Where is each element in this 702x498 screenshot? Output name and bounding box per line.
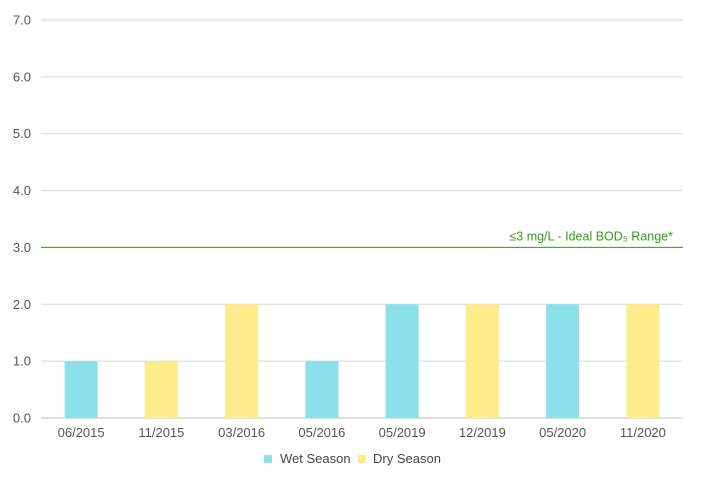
x-tick-label: 05/2019 xyxy=(379,425,426,440)
bar xyxy=(144,361,178,418)
legend-label-dry-season: Dry Season xyxy=(373,451,441,466)
reference-line-label: ≤3 mg/L - Ideal BOD₅ Range* xyxy=(509,229,673,243)
bar xyxy=(626,304,660,418)
bar xyxy=(305,361,339,418)
reference-line-group: ≤3 mg/L - Ideal BOD₅ Range* xyxy=(41,229,683,248)
x-tick-label: 11/2015 xyxy=(138,425,184,440)
legend-swatch-wet-season xyxy=(264,455,272,463)
bar xyxy=(225,304,259,418)
x-axis-tick-labels: 06/2015 11/2015 03/2016 05/2016 05/2019 12/20… xyxy=(58,425,666,440)
bar xyxy=(64,361,98,418)
y-tick-label: 6.0 xyxy=(13,69,31,84)
x-tick-label: 05/2016 xyxy=(298,425,345,440)
legend: Wet Season Dry Season xyxy=(264,451,441,466)
y-axis-tick-labels: 0.0 1.0 2.0 3.0 4.0 5.0 6.0 7.0 xyxy=(13,13,31,426)
y-tick-label: 5.0 xyxy=(13,126,31,141)
bars xyxy=(64,304,660,418)
y-tick-label: 1.0 xyxy=(13,354,31,369)
y-tick-label: 3.0 xyxy=(13,240,31,255)
y-tick-label: 4.0 xyxy=(13,183,31,198)
y-tick-label: 2.0 xyxy=(13,297,31,312)
y-tick-label: 0.0 xyxy=(13,411,31,426)
y-tick-label: 7.0 xyxy=(13,13,31,28)
legend-swatch-dry-season xyxy=(358,455,366,463)
x-tick-label: 06/2015 xyxy=(58,425,105,440)
x-tick-label: 12/2019 xyxy=(459,425,506,440)
x-tick-label: 05/2020 xyxy=(539,425,586,440)
bar xyxy=(465,304,499,418)
bar xyxy=(546,304,580,418)
x-tick-label: 03/2016 xyxy=(218,425,265,440)
bar xyxy=(385,304,419,418)
legend-label-wet-season: Wet Season xyxy=(280,451,351,466)
gridlines xyxy=(41,19,683,419)
x-tick-label: 11/2020 xyxy=(620,425,666,440)
